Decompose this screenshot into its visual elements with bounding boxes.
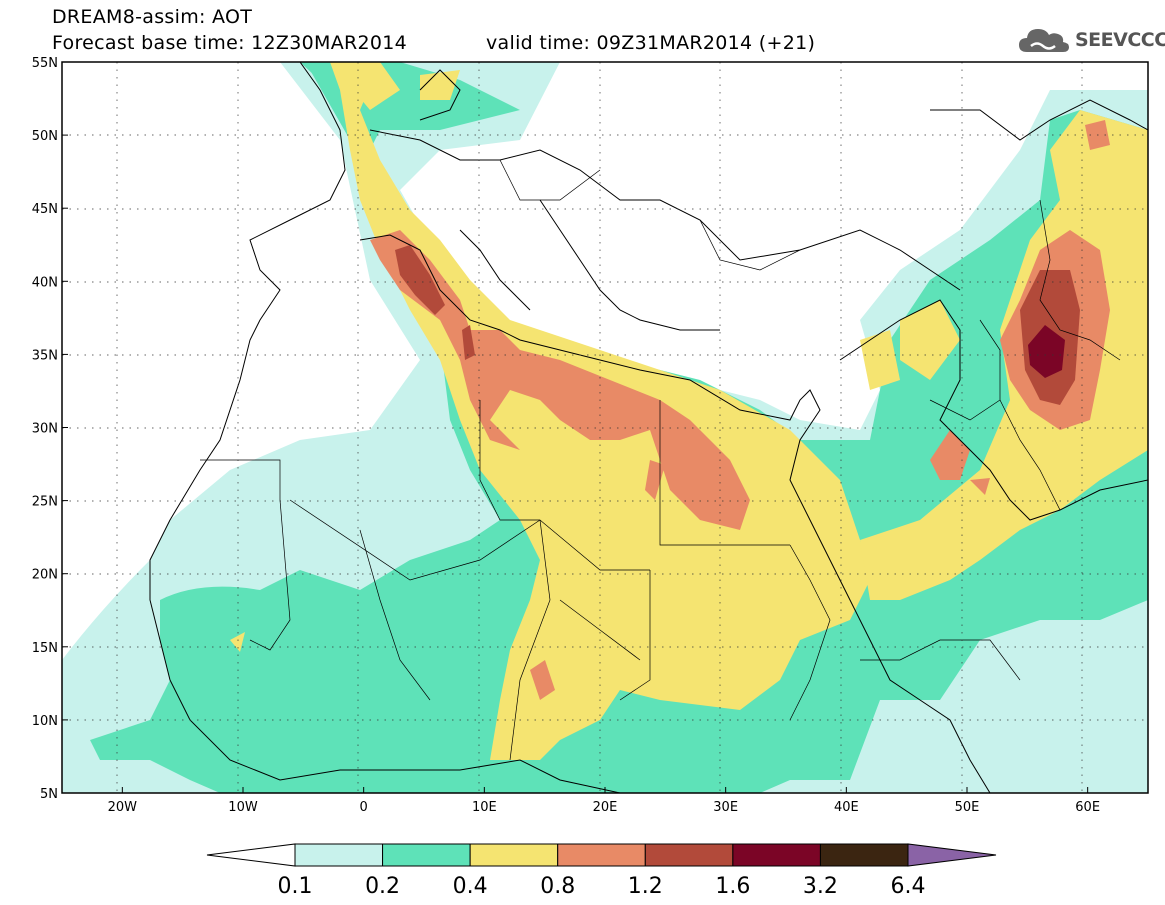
lat-tick-label: 10N xyxy=(32,714,58,729)
base-time-label: Forecast base time: 12Z30MAR2014 xyxy=(52,32,408,54)
lon-tick-label: 10W xyxy=(228,800,258,815)
lon-tick-label: 30E xyxy=(713,800,738,815)
lat-tick-label: 35N xyxy=(32,348,58,363)
lat-tick-label: 15N xyxy=(32,641,58,656)
seevccc-logo: SEEVCCC xyxy=(1017,22,1165,58)
colorbar-label: 1.6 xyxy=(715,874,750,899)
lat-tick-label: 50N xyxy=(32,129,58,144)
lon-tick-label: 0 xyxy=(360,800,368,815)
colorbar: 0.1 0.2 0.4 0.8 1.2 1.6 3.2 6.4 xyxy=(206,843,997,899)
lon-tick-label: 10E xyxy=(472,800,497,815)
aot-contour-field xyxy=(62,62,1148,793)
colorbar-swatch xyxy=(732,843,821,867)
colorbar-label: 0.4 xyxy=(453,874,488,899)
colorbar-label: 0.8 xyxy=(540,874,575,899)
colorbar-over-arrow xyxy=(907,843,997,867)
longitude-axis: 20W 10W 0 10E 20E 30E 40E 50E 60E xyxy=(108,787,1100,815)
aot-level-1.6-fill xyxy=(1028,325,1065,378)
lon-tick-label: 40E xyxy=(834,800,859,815)
colorbar-label: 1.2 xyxy=(628,874,663,899)
lat-tick-label: 55N xyxy=(32,56,58,71)
colorbar-label: 3.2 xyxy=(803,874,838,899)
lat-tick-label: 45N xyxy=(32,202,58,217)
cloud-icon xyxy=(1019,29,1069,52)
coastline-outlines xyxy=(149,62,1148,793)
latitude-axis: 55N 50N 45N 40N 35N 30N 25N 20N 15N 10N 5N xyxy=(32,56,68,802)
lon-tick-label: 20W xyxy=(108,800,138,815)
colorbar-swatch xyxy=(819,843,909,867)
lat-lon-grid xyxy=(62,62,1148,793)
colorbar-swatch xyxy=(469,843,559,867)
colorbar-swatch xyxy=(382,843,471,867)
lon-tick-label: 60E xyxy=(1075,800,1100,815)
valid-time-label: valid time: 09Z31MAR2014 (+21) xyxy=(486,32,816,54)
lat-tick-label: 5N xyxy=(40,787,58,802)
lon-tick-label: 20E xyxy=(593,800,618,815)
lat-tick-label: 20N xyxy=(32,568,58,583)
lat-tick-label: 30N xyxy=(32,422,58,437)
colorbar-under-arrow xyxy=(206,843,296,867)
logo-text: SEEVCCC xyxy=(1075,29,1165,51)
colorbar-swatch xyxy=(294,843,384,867)
lon-tick-label: 50E xyxy=(955,800,980,815)
colorbar-label: 0.1 xyxy=(278,874,313,899)
country-borders xyxy=(200,159,1121,761)
colorbar-swatch xyxy=(644,843,734,867)
colorbar-swatch xyxy=(557,843,646,867)
map-title: DREAM8-assim: AOT xyxy=(52,6,253,28)
colorbar-label: 6.4 xyxy=(891,874,926,899)
colorbar-label: 0.2 xyxy=(365,874,400,899)
lat-tick-label: 40N xyxy=(32,275,58,290)
lat-tick-label: 25N xyxy=(32,495,58,510)
